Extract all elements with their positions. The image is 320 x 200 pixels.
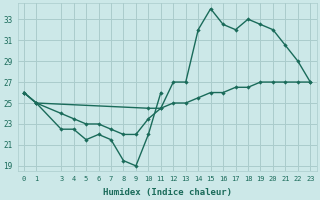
X-axis label: Humidex (Indice chaleur): Humidex (Indice chaleur) — [102, 188, 232, 197]
